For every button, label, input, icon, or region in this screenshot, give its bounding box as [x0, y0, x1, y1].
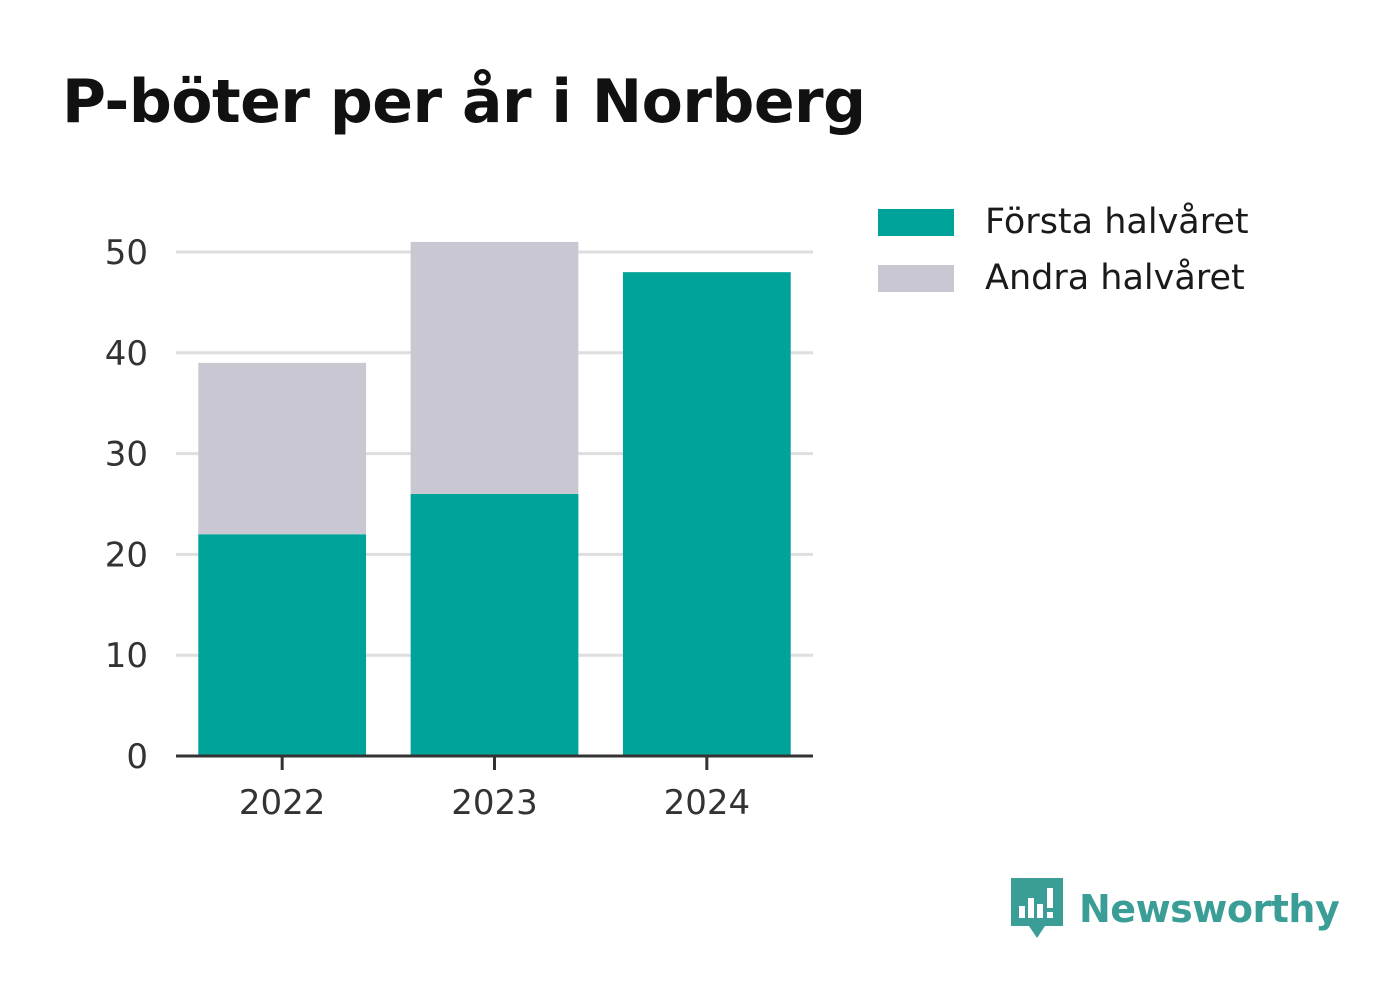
- brand-name: Newsworthy: [1079, 887, 1340, 931]
- bars: [198, 241, 791, 756]
- legend-swatch-first-half: [878, 208, 954, 236]
- x-tick-label: 2023: [451, 783, 538, 823]
- legend-label-second-half: Andra halvåret: [985, 258, 1245, 298]
- legend-item-second-half[interactable]: Andra halvåret: [878, 250, 1249, 306]
- brand[interactable]: Newsworthy: [1011, 878, 1340, 940]
- y-tick-label: 10: [105, 636, 148, 676]
- x-tick-label: 2022: [239, 783, 326, 823]
- legend-swatch-second-half: [878, 264, 954, 292]
- bar-f-rsta-halv-ret-2024[interactable]: [622, 272, 791, 756]
- chart-title: P-böter per år i Norberg: [62, 67, 866, 137]
- bar-f-rsta-halv-ret-2023[interactable]: [410, 493, 579, 756]
- legend: Första halvåret Andra halvåret: [878, 194, 1249, 306]
- y-tick-label: 20: [105, 535, 148, 575]
- legend-label-first-half: Första halvåret: [985, 202, 1249, 242]
- bar-andra-halv-ret-2023[interactable]: [410, 241, 579, 494]
- x-axis-ticks: 2022 2023 2024: [239, 756, 750, 823]
- y-tick-label: 50: [105, 233, 148, 273]
- bar-andra-halv-ret-2022[interactable]: [198, 362, 367, 535]
- legend-item-first-half[interactable]: Första halvåret: [878, 194, 1249, 250]
- bar-f-rsta-halv-ret-2022[interactable]: [198, 534, 367, 756]
- newsworthy-logo-icon: [1011, 878, 1063, 938]
- x-tick-label: 2024: [664, 783, 751, 823]
- y-tick-label: 30: [105, 435, 148, 475]
- y-tick-label: 0: [126, 737, 148, 777]
- y-axis-ticks: 0 10 20 30 40 50: [105, 233, 148, 777]
- y-tick-label: 40: [105, 334, 148, 374]
